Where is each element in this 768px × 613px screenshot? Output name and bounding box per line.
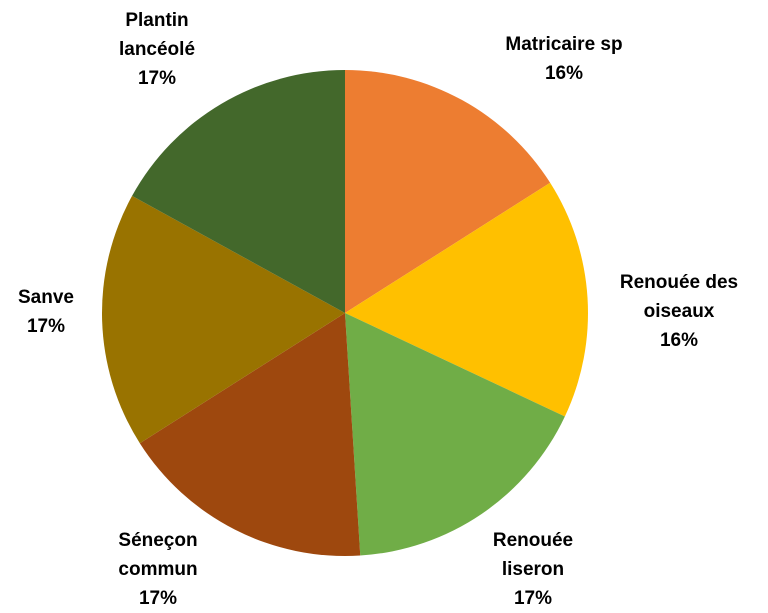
slice-percent-label: 16% xyxy=(660,330,698,351)
pie-slice xyxy=(345,70,551,313)
slice-category-label: Matricaire sp xyxy=(505,34,622,55)
slice-percent-label: 16% xyxy=(545,63,583,84)
slice-label: Renouée liseron 17% xyxy=(493,530,573,609)
pie-slice xyxy=(139,313,361,556)
slice-label: Sanve 17% xyxy=(18,287,74,337)
slice-percent-label: 17% xyxy=(139,588,177,609)
slice-category-label: Séneçon xyxy=(118,530,197,551)
slice-percent-label: 17% xyxy=(27,316,65,337)
pie-slice xyxy=(345,313,565,556)
slice-category-label: liseron xyxy=(502,559,564,580)
slice-category-label: Renouée xyxy=(493,530,573,551)
slice-label: Plantin lancéolé 17% xyxy=(119,10,195,89)
slice-label: Renouée des oiseaux 16% xyxy=(620,272,738,351)
slice-category-label: Plantin xyxy=(125,10,188,31)
pie-slices xyxy=(101,70,588,556)
slice-percent-label: 17% xyxy=(138,68,176,89)
slice-category-label: Sanve xyxy=(18,287,74,308)
slice-category-label: Renouée des xyxy=(620,272,738,293)
pie-slice xyxy=(345,182,588,417)
pie-slice xyxy=(101,195,345,444)
pie-slice xyxy=(132,70,345,313)
slice-labels: Matricaire sp 16%Renouée des oiseaux 16%Ren… xyxy=(18,10,738,609)
slice-category-label: oiseaux xyxy=(644,301,715,322)
slice-category-label: lancéolé xyxy=(119,39,195,60)
slice-percent-label: 17% xyxy=(514,588,552,609)
slice-label: Matricaire sp 16% xyxy=(505,34,622,84)
slice-category-label: commun xyxy=(118,559,197,580)
slice-label: Séneçon commun 17% xyxy=(118,530,197,609)
